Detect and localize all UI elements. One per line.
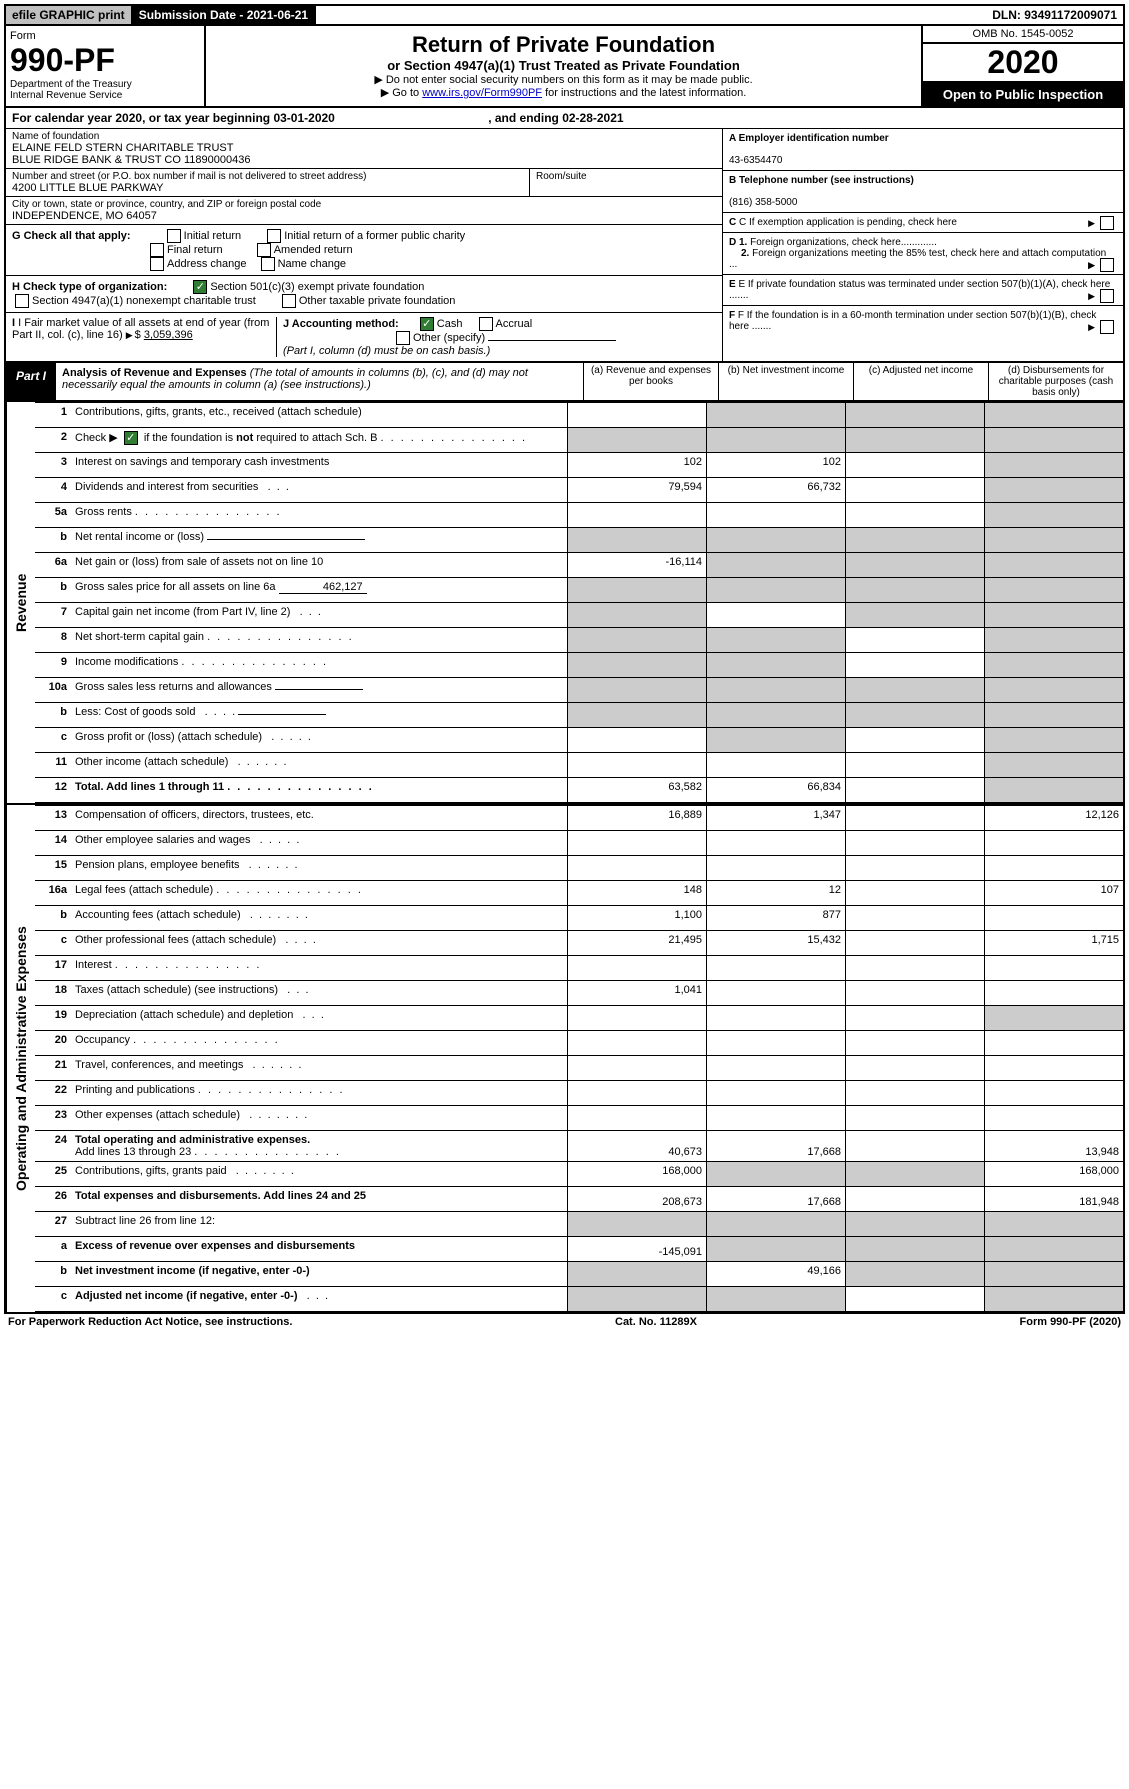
amended-check [257,243,271,257]
section-h: H Check type of organization: Section 50… [6,276,722,313]
revenue-table: 1Contributions, gifts, grants, etc., rec… [35,402,1123,803]
col-b-head: (b) Net investment income [719,363,854,400]
accrual-check [479,317,493,331]
d2-check [1100,258,1114,272]
cash-check [420,317,434,331]
dln: DLN: 93491172009071 [986,6,1123,24]
foundation-name-cell: Name of foundation ELAINE FELD STERN CHA… [6,129,722,169]
expenses-table: 13Compensation of officers, directors, t… [35,805,1123,1312]
final-return-check [150,243,164,257]
part1-desc: Analysis of Revenue and Expenses (The to… [56,363,584,400]
address-row: Number and street (or P.O. box number if… [6,169,722,197]
col-a-head: (a) Revenue and expenses per books [584,363,719,400]
part1-label: Part I [6,363,56,400]
open-public: Open to Public Inspection [923,83,1123,106]
instr-link[interactable]: www.irs.gov/Form990PF [422,87,542,99]
instr-1: ▶ Do not enter social security numbers o… [212,73,915,86]
footer-left: For Paperwork Reduction Act Notice, see … [8,1316,292,1328]
tax-year: 2020 [923,44,1123,83]
submission-date: Submission Date - 2021-06-21 [133,6,316,24]
revenue-section: Revenue 1Contributions, gifts, grants, e… [4,402,1125,805]
room-cell: Room/suite [530,169,722,196]
page-footer: For Paperwork Reduction Act Notice, see … [4,1314,1125,1330]
form-subtitle: or Section 4947(a)(1) Trust Treated as P… [212,58,915,73]
form-number: 990-PF [10,42,200,79]
c-check [1100,216,1114,230]
expenses-section: Operating and Administrative Expenses 13… [4,805,1125,1314]
calendar-year-line: For calendar year 2020, or tax year begi… [4,108,1125,129]
dept-label: Department of the TreasuryInternal Reven… [10,79,200,101]
section-f: F F If the foundation is in a 60-month t… [723,306,1123,336]
identity-section: Name of foundation ELAINE FELD STERN CHA… [4,129,1125,363]
city-cell: City or town, state or province, country… [6,197,722,225]
schb-check [124,431,138,445]
section-e: E E If private foundation status was ter… [723,275,1123,306]
footer-right: Form 990-PF (2020) [1020,1316,1122,1328]
e-check [1100,289,1114,303]
efile-label: efile GRAPHIC print [6,6,133,24]
expenses-sidebar: Operating and Administrative Expenses [6,805,35,1312]
section-d: D 1. Foreign organizations, check here..… [723,233,1123,275]
footer-mid: Cat. No. 11289X [615,1316,697,1328]
4947-check [15,294,29,308]
initial-former-check [267,229,281,243]
section-g: G Check all that apply: Initial return I… [6,225,722,276]
top-bar: efile GRAPHIC print Submission Date - 20… [4,4,1125,26]
501c3-check [193,280,207,294]
col-c-head: (c) Adjusted net income [854,363,989,400]
phone-cell: B Telephone number (see instructions) (8… [723,171,1123,213]
other-taxable-check [282,294,296,308]
instr-2: ▶ Go to www.irs.gov/Form990PF for instru… [212,86,915,99]
ein-cell: A Employer identification number 43-6354… [723,129,1123,171]
address-change-check [150,257,164,271]
form-header: Form 990-PF Department of the TreasuryIn… [4,26,1125,108]
other-method-check [396,331,410,345]
section-c: C C If exemption application is pending,… [723,213,1123,233]
form-label: Form [10,30,200,42]
section-ij: I I Fair market value of all assets at e… [6,313,722,361]
part1-header: Part I Analysis of Revenue and Expenses … [4,363,1125,402]
address-cell: Number and street (or P.O. box number if… [6,169,530,196]
initial-return-check [167,229,181,243]
name-change-check [261,257,275,271]
f-check [1100,320,1114,334]
col-d-head: (d) Disbursements for charitable purpose… [989,363,1123,400]
revenue-sidebar: Revenue [6,402,35,803]
omb-number: OMB No. 1545-0052 [923,26,1123,44]
form-title: Return of Private Foundation [212,32,915,58]
